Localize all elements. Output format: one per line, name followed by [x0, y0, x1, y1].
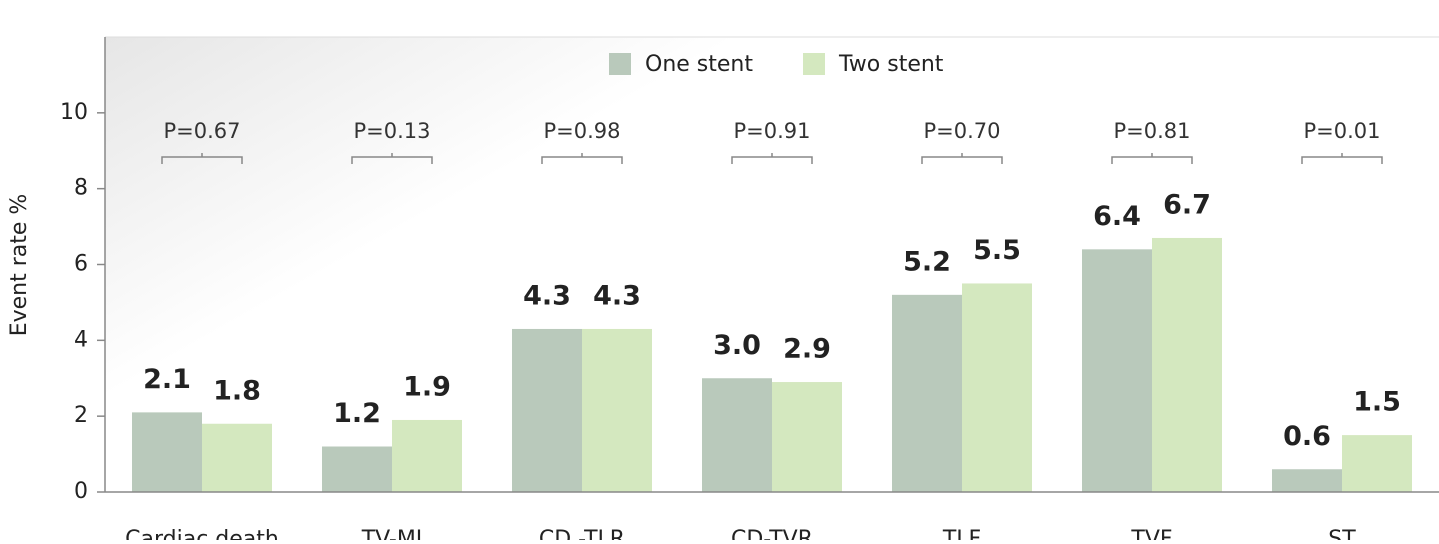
p-value: P=0.01	[1303, 119, 1380, 143]
value-label: 1.8	[213, 375, 261, 406]
p-value: P=0.98	[543, 119, 620, 143]
y-axis-label: Event rate %	[7, 194, 32, 337]
bar	[962, 283, 1032, 492]
value-label: 6.7	[1163, 189, 1211, 220]
bar	[772, 382, 842, 492]
bar	[1152, 237, 1222, 492]
x-tick-label: ST	[1328, 527, 1356, 540]
bar	[132, 412, 202, 492]
x-tick-label: TVF	[1130, 527, 1172, 540]
x-tick-label: TV-MI	[361, 527, 423, 540]
x-tick-label: CD-TVR	[731, 527, 813, 540]
value-label: 2.1	[143, 364, 191, 395]
x-tick-label: TLF	[942, 527, 981, 540]
bar	[1082, 249, 1152, 492]
value-label: 4.3	[523, 280, 571, 311]
value-label: 2.9	[783, 334, 831, 365]
x-tick-label: Cardiac death	[125, 527, 279, 540]
value-label: 5.5	[973, 235, 1021, 266]
bracket	[161, 153, 243, 164]
value-label: 1.5	[1353, 387, 1401, 418]
p-value: P=0.81	[1113, 119, 1190, 143]
y-tick-label: 10	[60, 100, 88, 125]
value-label: 3.0	[713, 330, 761, 361]
bracket	[1111, 153, 1193, 164]
legend-swatch	[803, 53, 825, 75]
bracket	[541, 153, 623, 164]
p-value: P=0.13	[353, 119, 430, 143]
y-tick-label: 0	[74, 479, 88, 504]
value-label: 0.6	[1283, 421, 1331, 452]
p-value: P=0.67	[163, 119, 240, 143]
y-tick-label: 8	[74, 176, 88, 201]
legend-label: One stent	[645, 52, 753, 77]
y-tick-label: 6	[74, 252, 88, 277]
bar	[892, 294, 962, 492]
bar	[392, 419, 462, 492]
value-label: 1.9	[403, 371, 451, 402]
bar	[322, 446, 392, 492]
bar	[702, 378, 772, 492]
value-label: 5.2	[903, 246, 951, 277]
bar	[1272, 469, 1342, 492]
bar	[512, 328, 582, 492]
legend-label: Two stent	[838, 52, 944, 77]
bracket	[731, 153, 813, 164]
value-label: 6.4	[1093, 201, 1141, 232]
bar	[582, 328, 652, 492]
bar	[202, 423, 272, 492]
value-label: 4.3	[593, 280, 641, 311]
y-tick-label: 4	[74, 327, 88, 352]
x-tick-label: CD -TLR	[539, 527, 625, 540]
p-value: P=0.91	[733, 119, 810, 143]
bracket	[351, 153, 433, 164]
y-tick-label: 2	[74, 403, 88, 428]
bracket	[921, 153, 1003, 164]
bracket	[1301, 153, 1383, 164]
value-label: 1.2	[333, 398, 381, 429]
legend-swatch	[609, 53, 631, 75]
p-value: P=0.70	[923, 119, 1000, 143]
bar	[1342, 435, 1412, 492]
